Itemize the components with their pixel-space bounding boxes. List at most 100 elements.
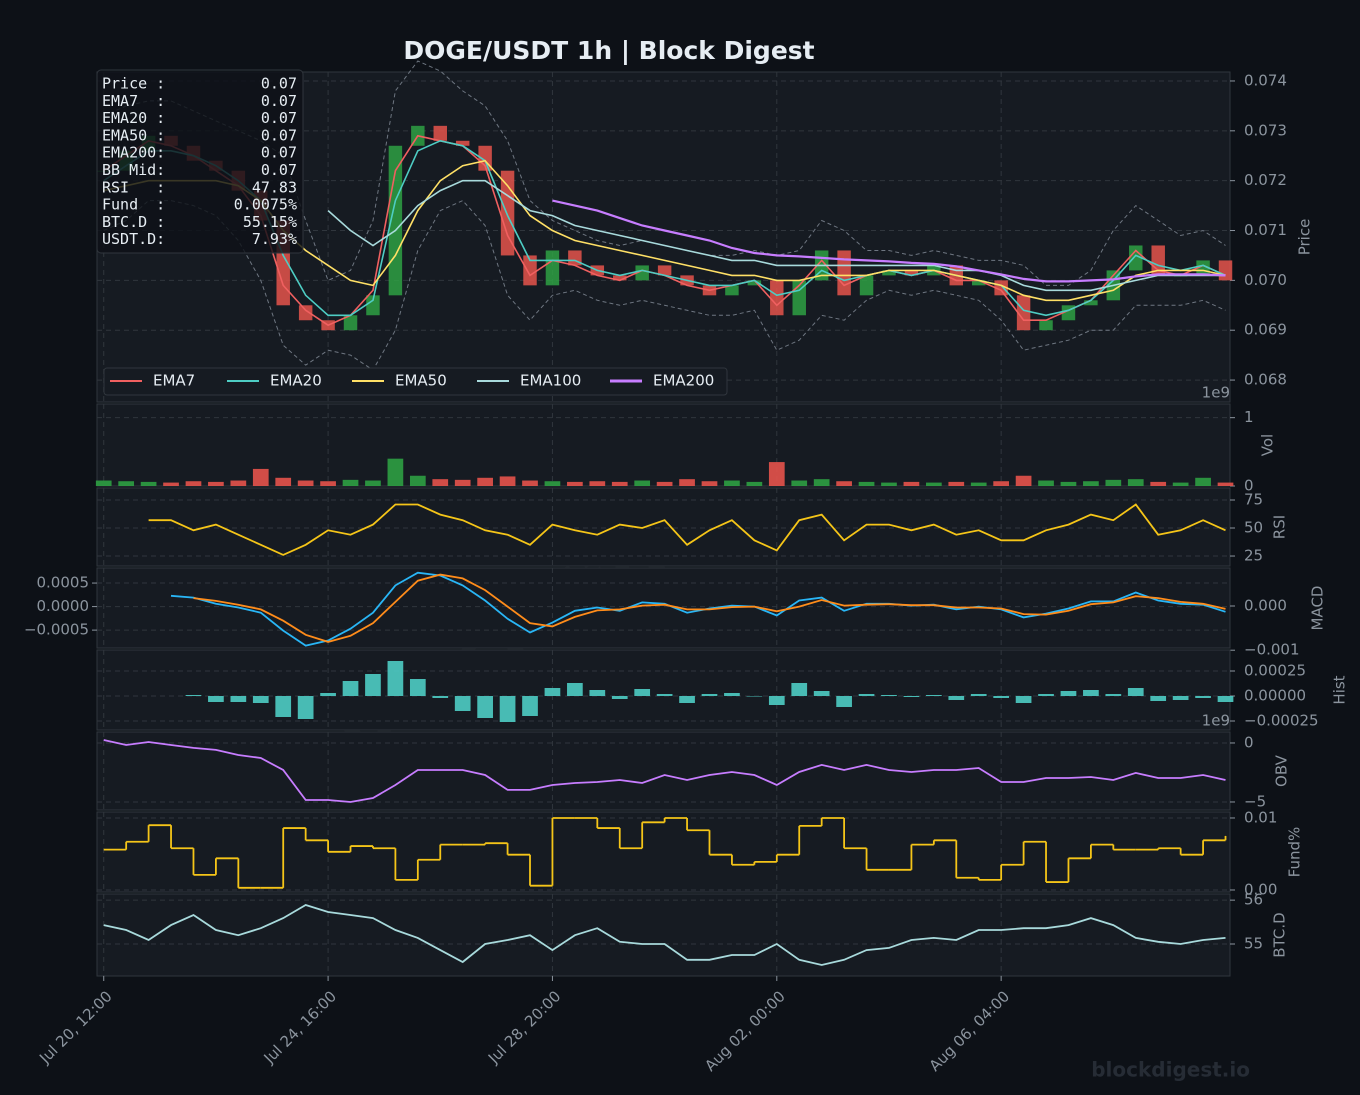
panel-background xyxy=(96,731,1231,811)
y-axis-label: MACD xyxy=(1309,586,1327,631)
bar xyxy=(881,482,897,486)
bar xyxy=(1083,690,1099,696)
band-lower xyxy=(103,199,1226,371)
candle xyxy=(613,275,627,281)
bar xyxy=(948,481,965,486)
panel-background xyxy=(96,893,1231,977)
bar xyxy=(1060,481,1077,486)
bar xyxy=(230,696,247,702)
candle xyxy=(747,280,762,286)
bar xyxy=(1083,481,1099,486)
bar xyxy=(746,696,763,697)
y-tick-label: 0.073 xyxy=(1244,121,1287,139)
y-axis-label: Fund% xyxy=(1286,827,1304,878)
bar xyxy=(1195,696,1211,698)
indicator-line xyxy=(148,503,1226,556)
y-tick-label: 1 xyxy=(1244,408,1254,426)
bar xyxy=(701,481,718,486)
bar xyxy=(432,696,449,698)
info-box xyxy=(96,69,304,254)
legend-label: EMA200 xyxy=(653,372,714,390)
bar xyxy=(858,694,875,696)
info-value: 0.07 xyxy=(261,161,297,179)
y-axis-label: RSI xyxy=(1271,515,1289,539)
indicator-line xyxy=(193,573,1226,643)
bar xyxy=(544,688,561,696)
bar xyxy=(925,695,942,696)
bar xyxy=(611,696,628,699)
info-value: 0.07 xyxy=(261,109,297,127)
indicator-line xyxy=(103,904,1226,966)
candle xyxy=(545,250,560,286)
candle xyxy=(1084,300,1098,306)
bar xyxy=(522,480,538,486)
y-tick-label: 0.00000 xyxy=(1244,687,1306,705)
bar xyxy=(1015,475,1032,486)
bar xyxy=(746,481,763,486)
candle xyxy=(1016,295,1031,331)
candle xyxy=(366,295,380,316)
panel-background xyxy=(96,403,1231,487)
y-tick-label: 25 xyxy=(1244,547,1263,565)
y-tick-label: −5 xyxy=(1244,792,1266,810)
bar xyxy=(1217,696,1234,702)
bar xyxy=(140,481,157,486)
candle xyxy=(1039,320,1053,331)
candle xyxy=(837,250,851,296)
candle xyxy=(1218,260,1233,281)
bar xyxy=(118,481,135,486)
candle xyxy=(904,270,919,276)
candle xyxy=(433,125,447,141)
bar xyxy=(320,693,336,696)
y-tick-label: 0.069 xyxy=(1244,321,1287,339)
bar xyxy=(567,481,583,486)
bar xyxy=(454,479,471,486)
legend-label: EMA50 xyxy=(395,372,447,390)
panel-background xyxy=(96,649,1231,731)
bar xyxy=(208,696,224,702)
y2-tick-label: 0.000 xyxy=(1244,597,1287,615)
bar xyxy=(634,480,651,486)
bar xyxy=(679,696,695,703)
bar xyxy=(499,476,516,486)
chart-title: DOGE/USDT 1h | Block Digest xyxy=(403,36,814,65)
panel-background xyxy=(96,811,1231,893)
bar xyxy=(1105,694,1122,696)
bar xyxy=(768,462,785,486)
info-label: EMA20 : xyxy=(102,109,165,127)
info-value: 0.0075% xyxy=(234,196,297,214)
candle xyxy=(770,280,784,316)
bar xyxy=(925,482,942,486)
bar xyxy=(342,479,359,486)
bar xyxy=(1150,696,1167,701)
bar xyxy=(858,481,875,486)
candle xyxy=(657,265,672,276)
bar xyxy=(881,695,897,696)
bar xyxy=(275,696,292,717)
candle xyxy=(298,305,313,321)
y-tick-label: 50 xyxy=(1244,519,1263,537)
bar xyxy=(791,683,808,696)
bar xyxy=(1038,480,1054,486)
bar xyxy=(1150,481,1167,486)
candle xyxy=(343,315,358,331)
bar xyxy=(724,480,740,486)
y-tick-label: 0.0000 xyxy=(37,597,90,615)
bar xyxy=(387,458,404,486)
y-axis-label: Vol xyxy=(1259,434,1277,456)
y-tick-label: 0 xyxy=(1244,477,1254,495)
info-label: EMA50 : xyxy=(102,126,165,144)
bar xyxy=(297,480,314,486)
bar xyxy=(387,661,404,696)
ema-line xyxy=(552,199,1226,283)
info-value: 0.07 xyxy=(261,126,297,144)
bar xyxy=(611,481,628,486)
bar xyxy=(903,696,920,697)
y-tick-label: 75 xyxy=(1244,490,1263,508)
bar xyxy=(185,695,202,696)
candle xyxy=(1129,245,1143,271)
watermark: blockdigest.io xyxy=(1091,1058,1250,1082)
bar xyxy=(432,479,449,486)
bar xyxy=(477,477,493,486)
